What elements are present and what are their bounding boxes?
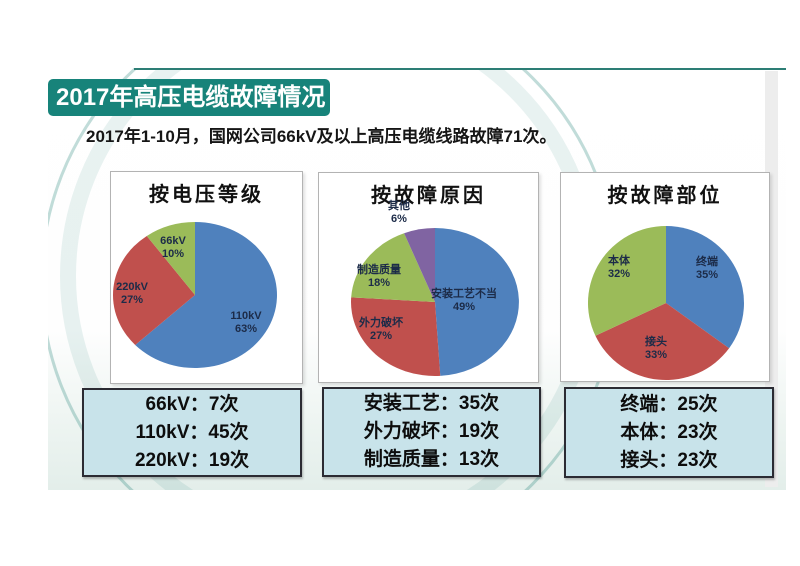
pie-slice-label: 66kV 10% [160,235,186,261]
pie-slice-label: 其他 6% [388,200,410,226]
summary-line: 安装工艺：35次 [363,393,500,414]
slice-name: 制造质量 [357,264,401,276]
pie-slice [135,222,277,368]
slice-pct: 63% [234,323,258,335]
summary-line: 66kV：7次 [145,393,239,415]
pie-slice-label: 220kV 27% [116,281,148,307]
top-accent-line [134,68,786,70]
pie-slice [351,233,435,302]
pie-slice-label: 制造质量 18% [357,264,401,290]
slice-pct: 10% [161,248,185,260]
subtitle-text: 2017年1-10月，国网公司66kV及以上高压电缆线路故障71次。 [86,127,557,146]
summary-line: 接头：23次 [620,449,718,471]
pie-slice-label: 终端 35% [696,256,718,282]
summary-line: 外力破坏：19次 [363,421,500,442]
chart-title: 按故障原因 [371,185,486,207]
chart-panel-location: 按故障部位 本体 32% 终端 35% 接头 33% [560,172,770,382]
slice-pct: 32% [607,268,631,280]
page-title: 2017年高压电缆故障情况 [48,79,330,116]
pie-slice [595,303,730,381]
slide-content-area: 2017年高压电缆故障情况 2017年1-10月，国网公司66kV及以上高压电缆… [48,68,786,490]
slice-name: 220kV [116,281,148,293]
pie-slice-label: 本体 32% [608,255,630,281]
pie-slice [351,297,441,376]
pie-slice-label: 安装工艺不当 49% [431,288,497,314]
pie-slice [112,235,195,345]
slice-name: 66kV [160,235,186,247]
chart-title: 按电压等级 [149,184,264,206]
summary-box-cause: 安装工艺：35次 外力破坏：19次 制造质量：13次 [322,387,541,477]
pie-chart-location [587,225,744,381]
chart-panel-cause: 按故障原因 其他 6% 制造质量 18% 外力破坏 27% 安装工艺不当 49% [318,172,539,383]
pie-slice-label: 外力破坏 27% [359,317,403,343]
slice-pct: 18% [367,277,391,289]
pie-slice [146,222,195,295]
slice-name: 其他 [388,200,410,212]
slice-pct: 27% [369,330,393,342]
summary-line: 制造质量：13次 [363,449,500,470]
slice-pct: 35% [695,269,719,281]
chart-title: 按故障部位 [607,185,723,207]
slice-name: 终端 [696,256,718,268]
pie-slice-label: 110kV 63% [230,310,261,336]
pie-slice-label: 接头 33% [645,336,667,362]
chart-panel-voltage: 按电压等级 66kV 10% 220kV 27% 110kV 63% [110,171,303,384]
summary-line: 本体：23次 [620,421,718,443]
slice-name: 110kV [230,310,262,322]
slice-pct: 33% [644,349,668,361]
pie-slice [435,228,519,376]
pie-slice [587,225,666,336]
summary-box-voltage: 66kV：7次 110kV：45次 220kV：19次 [82,388,302,477]
slice-name: 本体 [608,255,630,267]
pie-chart-voltage [112,222,277,368]
slice-pct: 6% [391,213,407,225]
slice-name: 外力破坏 [359,317,403,329]
summary-line: 110kV：45次 [135,421,249,443]
summary-line: 终端：25次 [620,393,718,415]
pie-slice [666,226,744,349]
slice-pct: 27% [120,294,144,306]
summary-line: 220kV：19次 [134,449,250,471]
pie-slice [404,228,435,302]
slice-name: 接头 [645,336,667,348]
slice-name: 安装工艺不当 [431,288,497,300]
summary-box-location: 终端：25次 本体：23次 接头：23次 [564,387,774,478]
slice-pct: 49% [452,301,476,313]
pie-chart-cause [351,228,519,376]
